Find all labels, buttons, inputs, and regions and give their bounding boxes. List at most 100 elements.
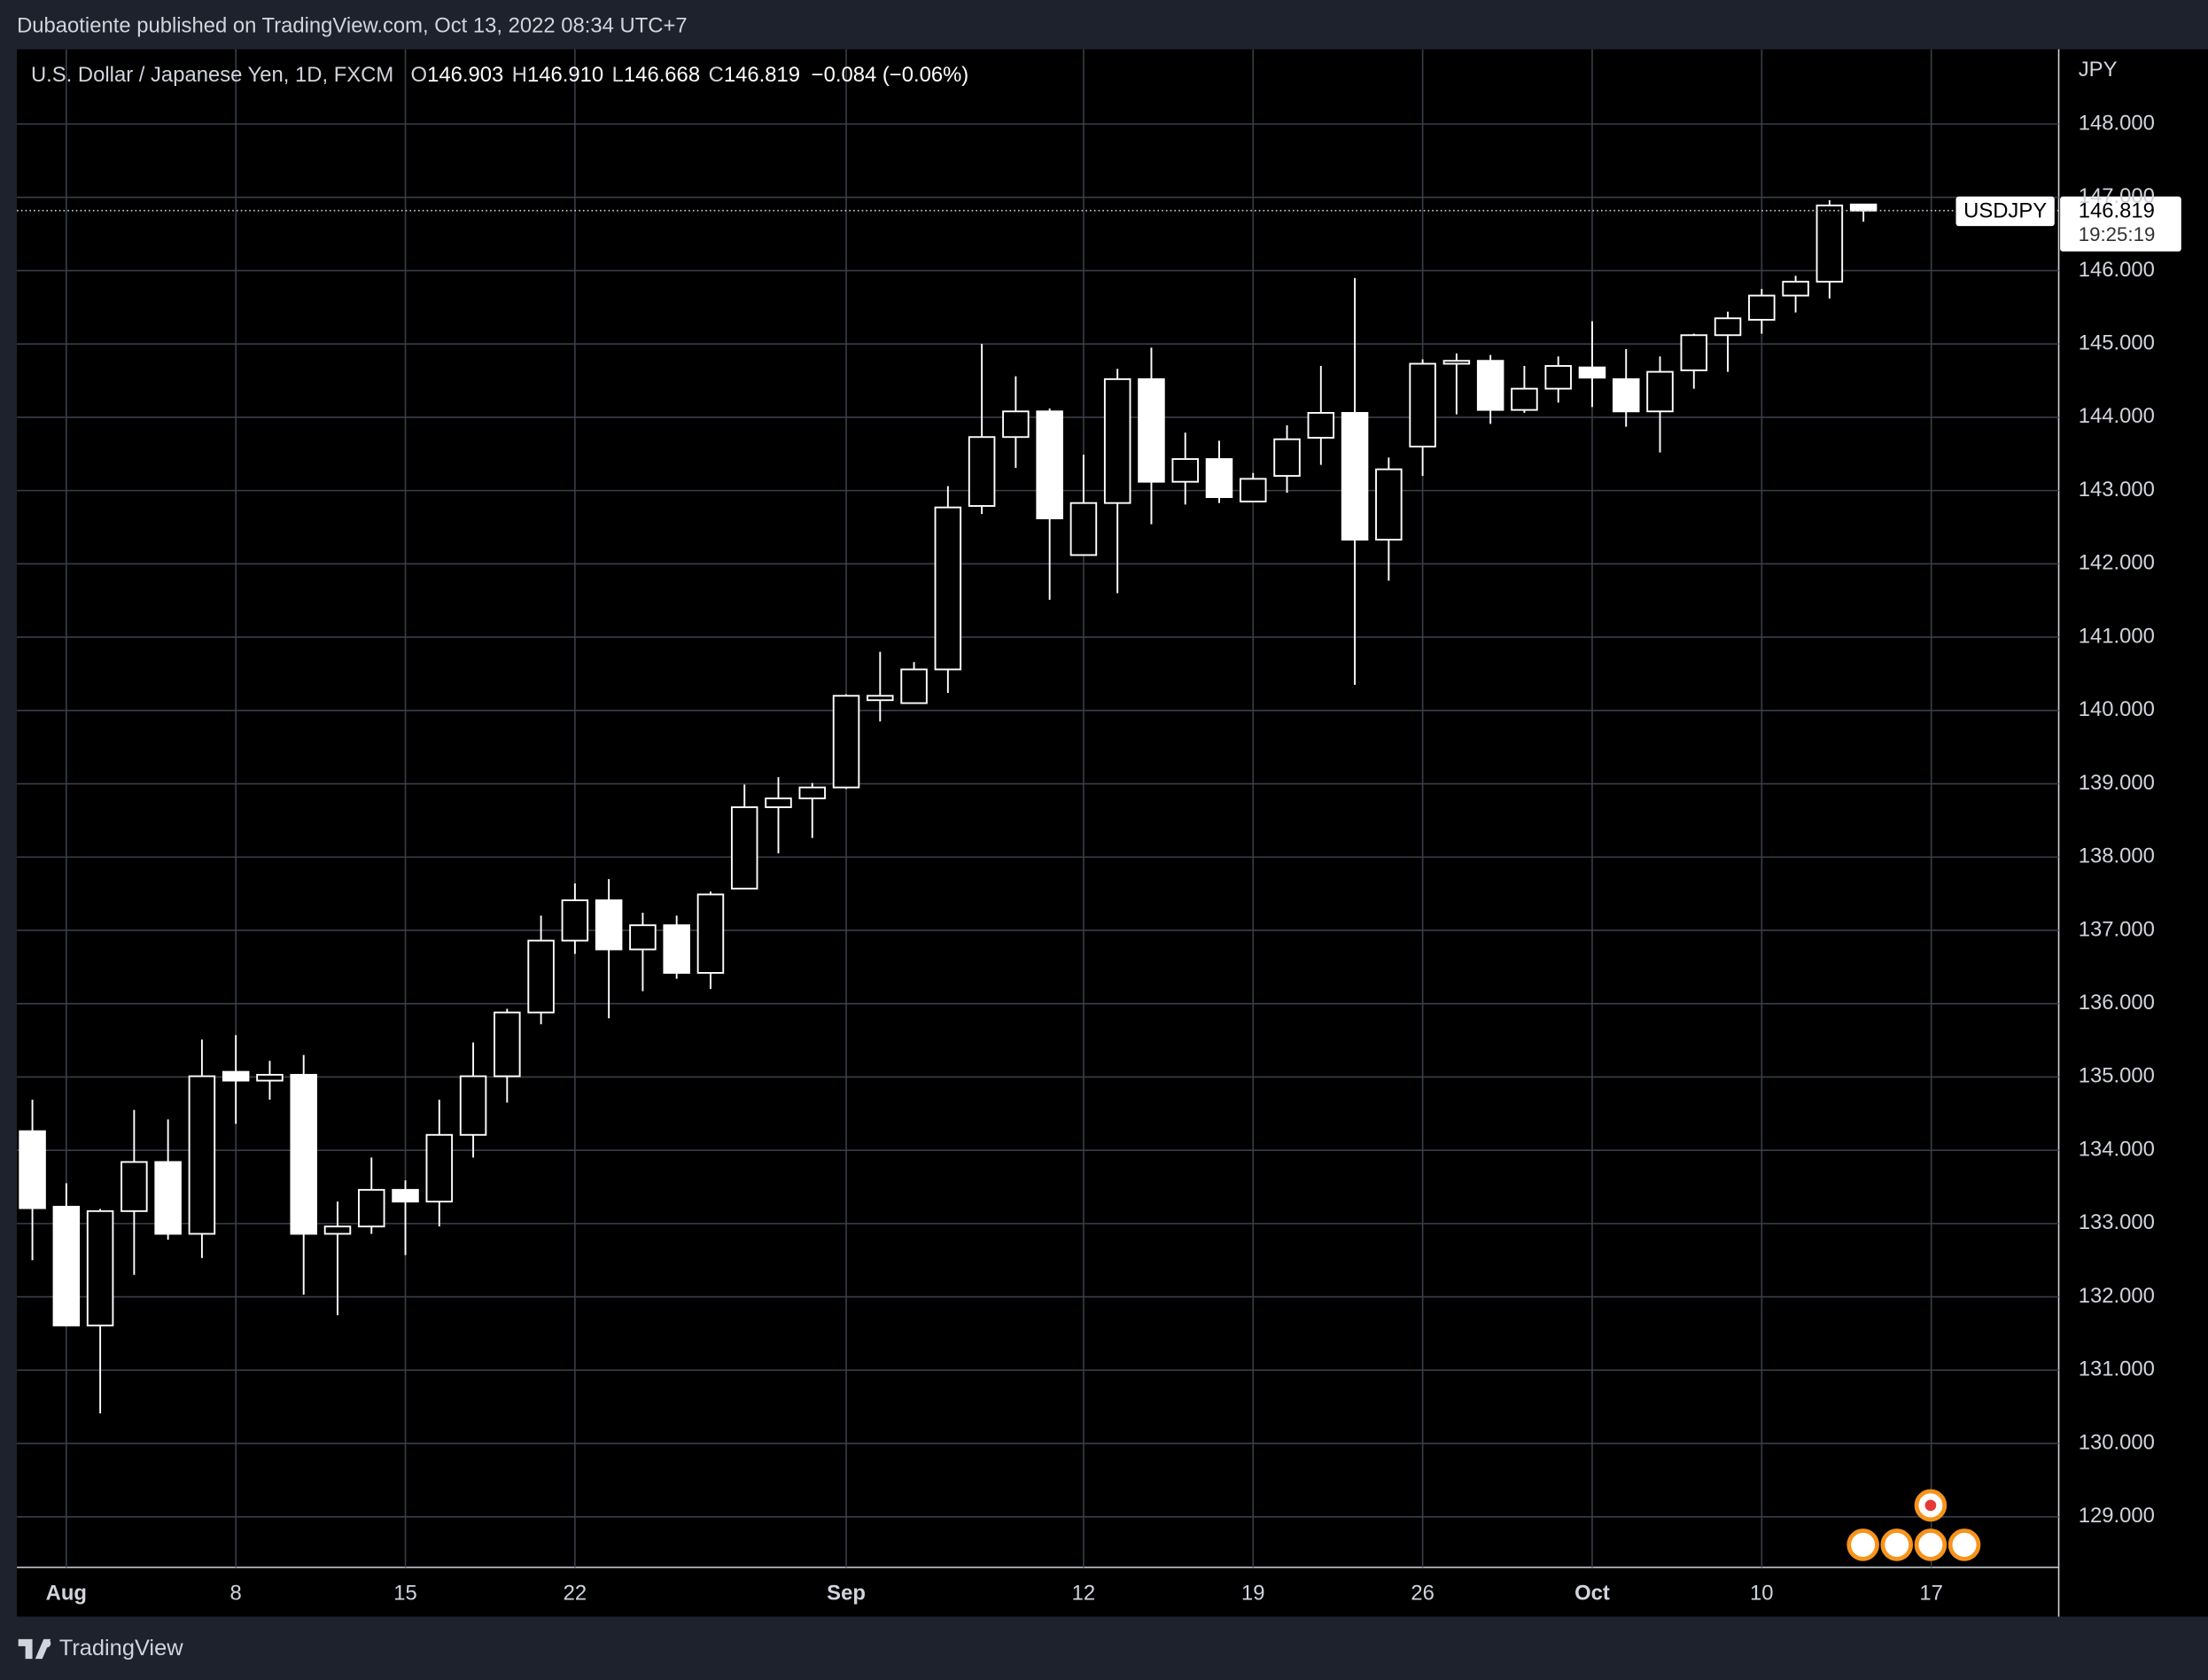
brand-logo — [18, 1638, 51, 1660]
event-icon[interactable] — [1914, 1528, 1948, 1561]
candle-body — [1307, 411, 1335, 439]
x-tick-label: 10 — [1750, 1581, 1774, 1605]
candle-body — [1069, 502, 1098, 556]
candle-body — [832, 695, 860, 789]
candle-body — [1205, 458, 1233, 499]
candle-body — [1036, 410, 1063, 520]
x-tick-label: 19 — [1241, 1581, 1265, 1605]
candle-body — [900, 668, 928, 704]
event-icon[interactable] — [1846, 1528, 1879, 1561]
y-tick-label: 146.000 — [2079, 258, 2155, 282]
candle-body — [1138, 377, 1165, 483]
candle-body — [696, 893, 725, 974]
legend: U.S. Dollar / Japanese Yen, 1D, FXCM O14… — [31, 63, 968, 87]
candle-body — [121, 1161, 148, 1212]
x-tick-label: 12 — [1072, 1581, 1096, 1605]
y-tick-label: 145.000 — [2079, 331, 2155, 354]
candle-body — [154, 1161, 182, 1235]
y-tick-label: 140.000 — [2079, 697, 2155, 721]
y-tick-label: 133.000 — [2079, 1210, 2155, 1234]
candle-body — [1646, 370, 1674, 413]
ohlc-label: H — [512, 63, 527, 87]
y-tick-label: 142.000 — [2079, 551, 2155, 575]
x-tick-label: 22 — [564, 1581, 587, 1605]
x-tick-label: Sep — [827, 1581, 866, 1605]
candle-body — [595, 899, 623, 951]
candle-body — [561, 899, 589, 942]
candle-body — [52, 1205, 81, 1326]
ohlc-value: 146.903 — [427, 63, 503, 87]
candle-body — [1578, 366, 1606, 379]
candle-body — [425, 1133, 454, 1203]
candle-body — [290, 1073, 317, 1235]
candle-body — [392, 1188, 419, 1203]
x-tick-label: 26 — [1411, 1581, 1434, 1605]
x-tick-label: 15 — [393, 1581, 417, 1605]
candle-body — [1782, 280, 1809, 297]
y-axis-label: JPY — [2079, 58, 2118, 82]
x-tick-label: 8 — [230, 1581, 242, 1605]
candle-body — [222, 1070, 250, 1082]
candle-body — [188, 1075, 216, 1235]
candle-body — [1849, 203, 1878, 212]
y-tick-label: 134.000 — [2079, 1137, 2155, 1161]
ohlc-label: C — [709, 63, 724, 87]
event-icons — [1846, 1489, 1981, 1561]
candle-body — [1103, 377, 1131, 504]
y-tick-label: 141.000 — [2079, 624, 2155, 648]
price-label: 146.819 — [2079, 199, 2155, 223]
candle-body — [1714, 317, 1742, 337]
candle-body — [1680, 334, 1708, 371]
candle-body — [358, 1188, 385, 1228]
event-dot — [1924, 1499, 1937, 1512]
candle-body — [494, 1011, 521, 1077]
candle-body — [867, 695, 894, 702]
y-tick-label: 135.000 — [2079, 1064, 2155, 1088]
candle-body — [86, 1209, 114, 1326]
y-tick-label: 138.000 — [2079, 844, 2155, 868]
candle-body — [1476, 360, 1504, 411]
event-icon[interactable] — [1948, 1528, 1981, 1561]
candle-body — [1240, 478, 1267, 502]
candle-body — [1341, 411, 1369, 541]
candle-body — [1409, 362, 1436, 447]
x-tick-label: Oct — [1574, 1581, 1610, 1605]
ohlc-label: O — [411, 63, 428, 87]
candle-body — [1273, 438, 1301, 478]
symbol-label-box — [1955, 196, 2055, 227]
event-icon[interactable] — [1880, 1528, 1914, 1561]
countdown: 19:25:19 — [2079, 223, 2156, 245]
y-tick-label: 137.000 — [2079, 917, 2155, 941]
candle-body — [1511, 387, 1538, 411]
y-tick-label: 136.000 — [2079, 991, 2155, 1015]
candle-body — [730, 806, 758, 890]
candle-body — [968, 436, 996, 507]
price-axis — [2058, 49, 2208, 1617]
brand-name: TradingView — [59, 1636, 183, 1661]
x-tick-label: 17 — [1919, 1581, 1943, 1605]
candle-body — [1002, 410, 1030, 439]
ohlc-value: 146.668 — [624, 63, 700, 87]
published-note: Dubaotiente published on TradingView.com… — [17, 13, 688, 37]
candle-body — [459, 1075, 487, 1136]
symbol: U.S. Dollar / Japanese Yen, 1D, FXCM — [31, 63, 393, 87]
ohlc-value: 146.910 — [527, 63, 603, 87]
candle-body — [629, 924, 657, 951]
candle-body — [1612, 377, 1640, 413]
candle-body — [527, 939, 555, 1014]
candle-body — [798, 786, 827, 800]
y-tick-label: 147.000 — [2079, 184, 2155, 208]
time-axis — [17, 1567, 2059, 1617]
candle-body — [1748, 294, 1776, 321]
y-tick-label: 143.000 — [2079, 478, 2155, 502]
y-tick-label: 129.000 — [2079, 1504, 2155, 1528]
candle-body — [1375, 468, 1403, 541]
ohlc-value: 146.819 — [724, 63, 800, 87]
candle-body — [1544, 365, 1572, 390]
y-tick-label: 132.000 — [2079, 1284, 2155, 1308]
candle-body — [1171, 458, 1199, 483]
plot-area — [17, 49, 2059, 1567]
change: −0.084 (−0.06%) — [812, 63, 969, 87]
